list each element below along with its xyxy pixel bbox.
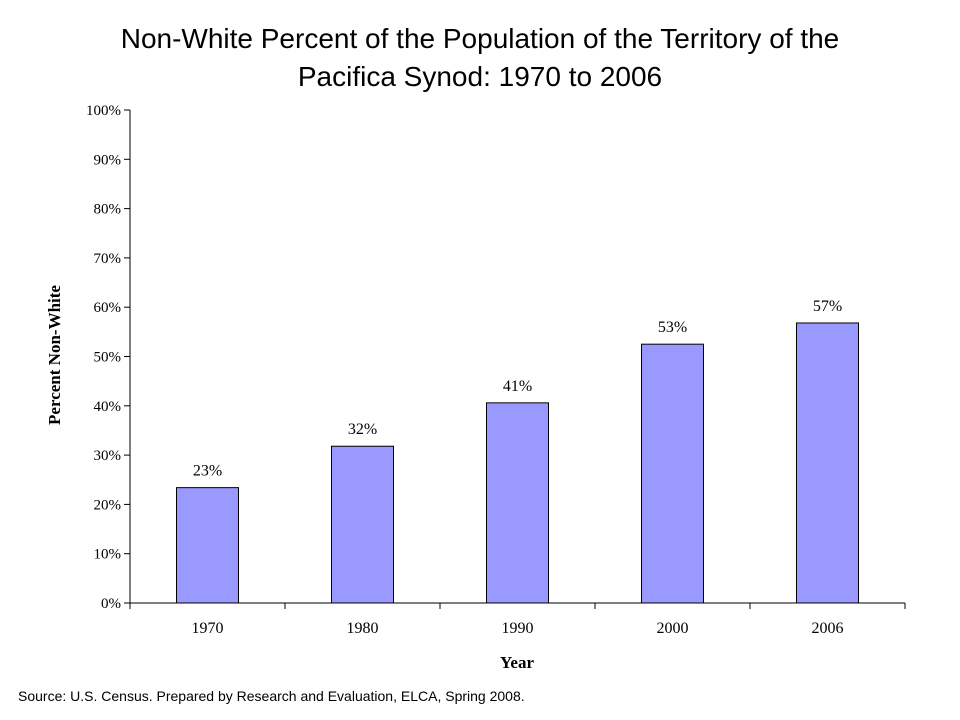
- y-tick-label: 20%: [94, 497, 122, 513]
- bar-2006: [796, 322, 859, 604]
- y-tick-label: 90%: [94, 152, 122, 168]
- y-tick-label: 70%: [94, 251, 122, 267]
- y-tick-label: 0%: [101, 596, 121, 612]
- chart-title-line-1: Non-White Percent of the Population of t…: [120, 23, 840, 54]
- data-label: 23%: [193, 463, 222, 480]
- bar-1970: [176, 487, 239, 604]
- y-tick-label: 40%: [94, 399, 122, 415]
- data-label: 41%: [503, 378, 532, 395]
- bars-group: [176, 322, 859, 604]
- x-tick-label: 1970: [192, 620, 224, 637]
- x-tick-label: 1990: [502, 620, 534, 637]
- source-note: Source: U.S. Census. Prepared by Researc…: [18, 688, 525, 704]
- y-axis-title: Percent Non-White: [45, 285, 64, 425]
- y-tick-label: 60%: [94, 300, 122, 316]
- chart-title: Non-White Percent of the Population of t…: [40, 20, 920, 96]
- chart-title-line-2: Pacifica Synod: 1970 to 2006: [297, 61, 663, 92]
- data-label: 32%: [348, 421, 377, 438]
- data-label: 57%: [813, 298, 842, 315]
- x-axis: 1970 1980 1990 2000 2006: [129, 602, 906, 637]
- bar-1980: [331, 445, 394, 604]
- y-tick-label: 30%: [94, 448, 122, 464]
- y-tick-label: 50%: [94, 350, 122, 366]
- x-axis-title: Year: [500, 653, 534, 672]
- x-tick-label: 2000: [657, 620, 689, 637]
- data-labels-group: 23% 32% 41% 53% 57%: [193, 298, 842, 480]
- data-label: 53%: [658, 319, 687, 336]
- y-tick-label: 100%: [86, 103, 121, 119]
- y-tick-label: 10%: [94, 547, 122, 563]
- y-tick-label: 80%: [94, 202, 122, 218]
- x-tick-label: 1980: [347, 620, 379, 637]
- y-axis: 0% 10% 20% 30% 40% 50% 60% 70% 80% 90% 100%: [86, 103, 131, 612]
- bar-1990: [486, 402, 549, 604]
- bar-2000: [641, 343, 704, 604]
- x-tick-label: 2006: [812, 620, 844, 637]
